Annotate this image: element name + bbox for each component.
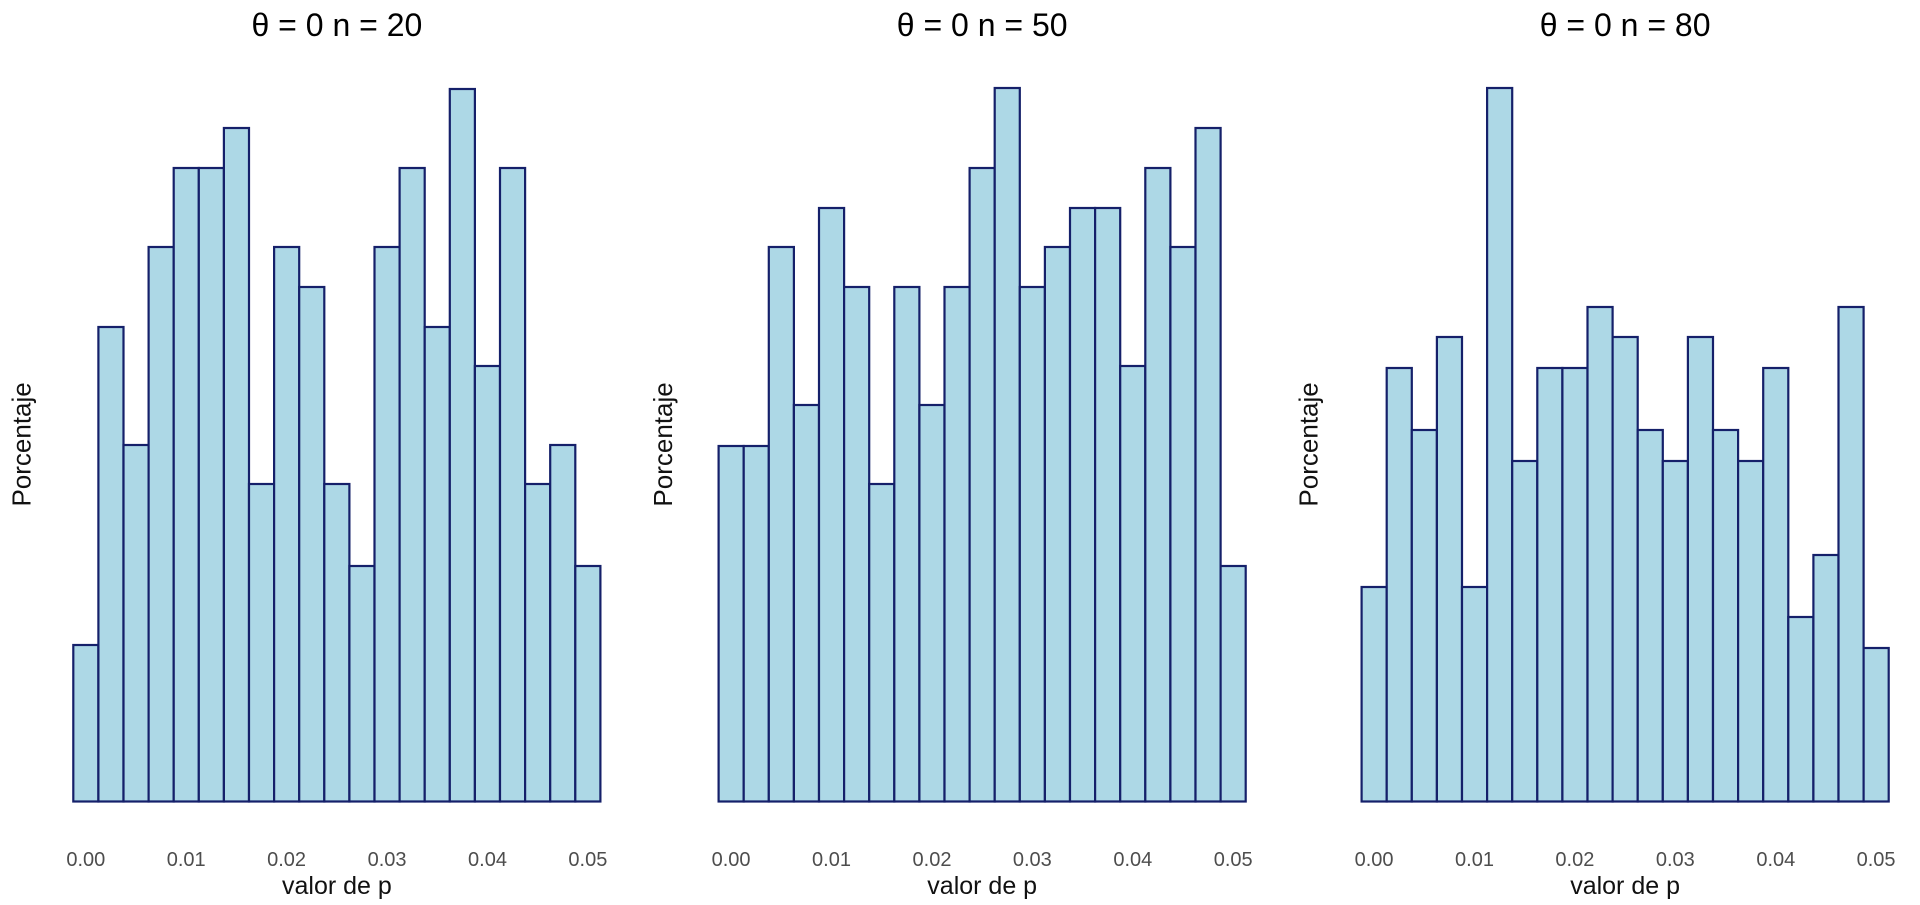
svg-text:0.05: 0.05 [1214,849,1253,871]
svg-text:valor de p: valor de p [1570,872,1680,900]
svg-text:0.01: 0.01 [812,849,851,871]
svg-text:0.02: 0.02 [913,849,952,871]
svg-text:0.04: 0.04 [1756,849,1795,871]
svg-text:0.04: 0.04 [1113,849,1152,871]
svg-text:0.02: 0.02 [1555,849,1594,871]
svg-text:θ = 0 n = 50: θ = 0 n = 50 [897,7,1068,43]
svg-text:Porcentaje: Porcentaje [1293,382,1323,506]
svg-text:0.03: 0.03 [1656,849,1695,871]
svg-text:0.01: 0.01 [167,849,206,871]
svg-text:0.05: 0.05 [1857,849,1896,871]
svg-text:θ = 0 n = 80: θ = 0 n = 80 [1540,7,1711,43]
svg-text:0.02: 0.02 [267,849,306,871]
svg-text:valor de p: valor de p [282,872,392,900]
svg-text:0.03: 0.03 [1013,849,1052,871]
svg-text:0.00: 0.00 [1355,849,1394,871]
svg-text:0.05: 0.05 [568,849,607,871]
svg-text:0.01: 0.01 [1455,849,1494,871]
svg-text:Porcentaje: Porcentaje [648,382,678,506]
svg-text:θ = 0 n = 20: θ = 0 n = 20 [251,7,422,43]
svg-text:Porcentaje: Porcentaje [7,382,37,506]
svg-text:0.00: 0.00 [66,849,105,871]
svg-text:0.03: 0.03 [368,849,407,871]
svg-text:valor de p: valor de p [927,872,1037,900]
svg-text:0.00: 0.00 [712,849,751,871]
svg-text:0.04: 0.04 [468,849,507,871]
